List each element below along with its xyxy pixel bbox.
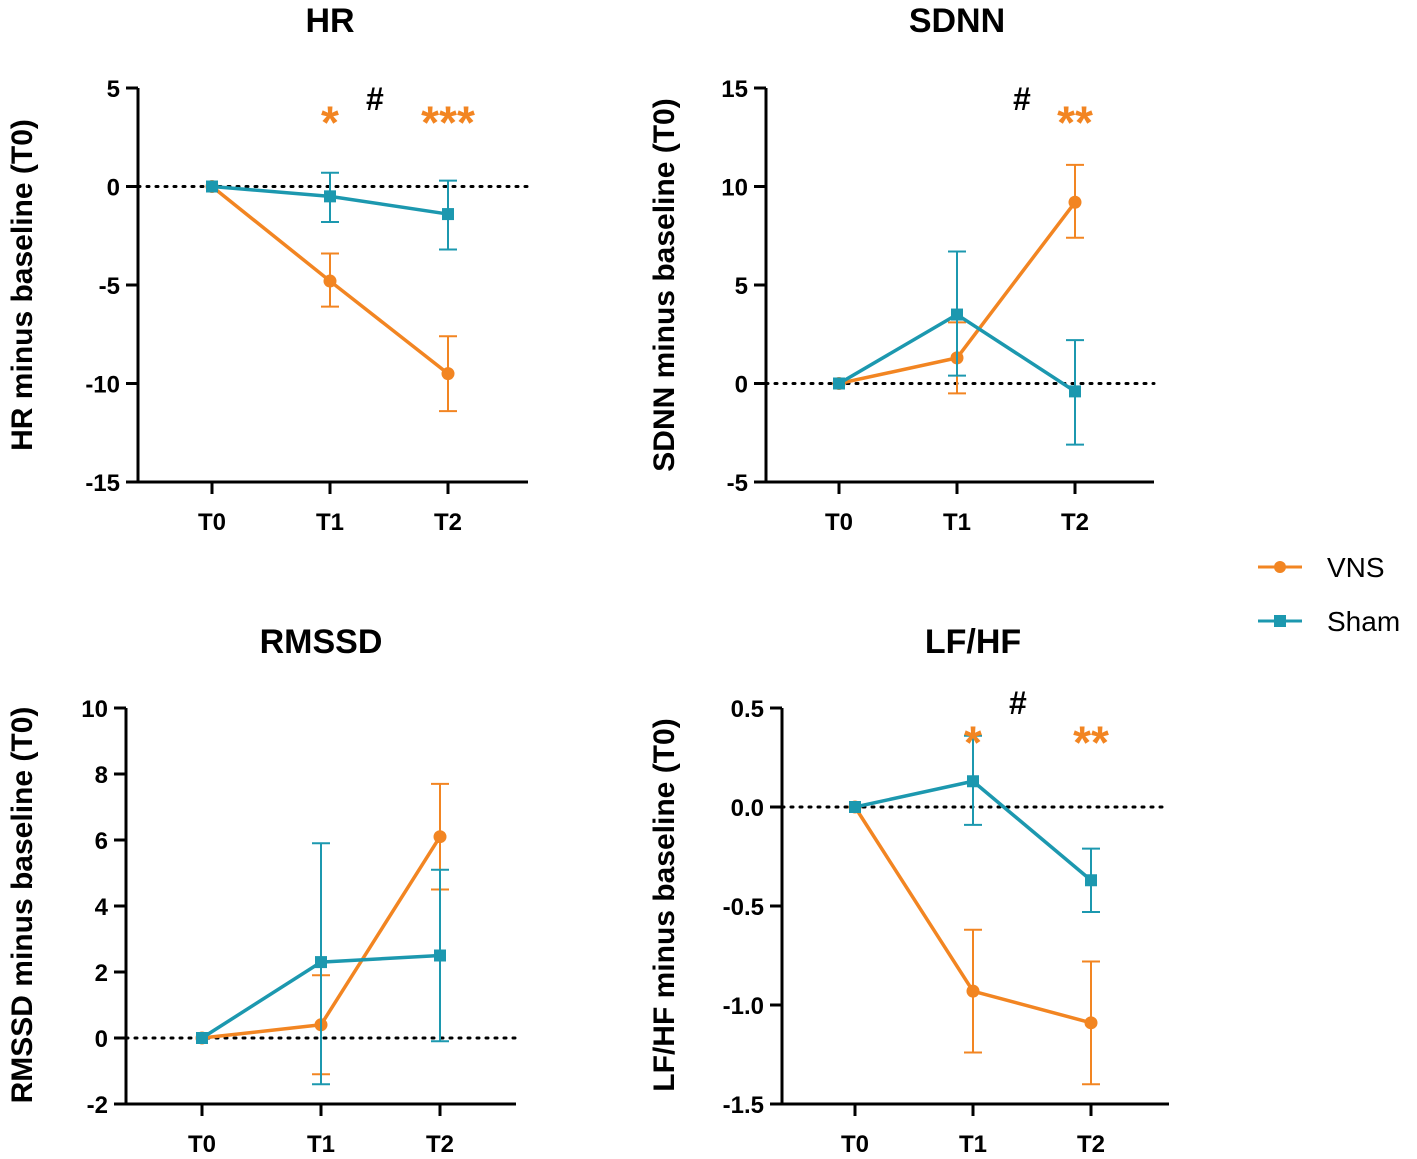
hr-vns-significance-mark: *** [421,97,475,149]
hr-vns-significance-mark: * [321,97,339,149]
rmssd-vns-point [433,830,447,844]
rmssd-y-axis-label: RMSSD minus baseline (T0) [6,707,39,1104]
sdnn-y-tick-label: 0 [735,372,748,399]
lf-hf-sham-point [849,801,861,813]
rmssd-y-tick-label: 0 [95,1026,108,1053]
rmssd-sham-point [434,949,446,962]
lf-hf-sham-significance-mark: # [1009,685,1027,721]
hr-vns-point [441,367,455,381]
legend-label-sham: Sham [1327,606,1400,637]
sdnn-title: SDNN [909,2,1005,40]
legend-marker-sham [1274,615,1286,627]
lf-hf-vns-significance-mark: * [964,717,982,769]
rmssd-y-tick-label: 10 [81,696,108,723]
rmssd-y-tick-label: 6 [95,828,108,855]
sdnn-y-tick-label: -5 [727,470,748,497]
lf-hf-y-tick-label: -0.5 [723,894,764,921]
panel-lf-hf: LF/HF LF/HF minus baseline (T0) 0.5 0.0 -0.5… [648,623,1171,1158]
lf-hf-vns-point [966,984,980,998]
sdnn-x-tick-label: T2 [1061,509,1089,536]
hr-y-tick-label: 5 [107,76,120,103]
rmssd-title: RMSSD [260,623,383,661]
sdnn-sham-significance-mark: # [1013,81,1031,117]
sdnn-sham-point [1069,385,1081,398]
legend-item-vns: VNS [1258,552,1385,583]
rmssd-x-tick-label: T1 [307,1131,335,1158]
hr-sham-point [324,190,336,203]
sdnn-x-tick-label: T0 [825,509,853,536]
legend-marker-vns [1274,561,1286,573]
hr-x-tick-label: T0 [198,509,226,536]
hr-sham-significance-mark: # [366,81,384,117]
sdnn-y-axis-label: SDNN minus baseline (T0) [648,98,681,471]
hr-y-tick-label: -10 [85,372,120,399]
legend-label-vns: VNS [1327,552,1385,583]
lf-hf-y-tick-label: -1.0 [723,993,764,1020]
sdnn-y-tick-label: 10 [721,175,748,202]
lf-hf-y-tick-label: 0.5 [731,696,764,723]
lf-hf-vns-point [1084,1016,1098,1030]
panel-rmssd: RMSSD RMSSD minus baseline (T0) 10 8 6 4 2 0 -2 T… [6,623,518,1158]
panel-sdnn: SDNN SDNN minus baseline (T0) 15 10 5 0 -5 T0 T1… [648,2,1156,536]
sdnn-y-tick-label: 15 [721,76,748,103]
panel-hr: HR HR minus baseline (T0) 5 0 -5 -10 -15 T0 T1 T2… [6,2,530,536]
lf-hf-x-tick-label: T2 [1077,1131,1105,1158]
lf-hf-y-axis-label: LF/HF minus baseline (T0) [648,718,681,1091]
sdnn-x-tick-label: T1 [943,509,971,536]
hr-title: HR [305,2,354,40]
lf-hf-y-tick-label: -1.5 [723,1092,764,1119]
rmssd-sham-point [196,1032,208,1044]
legend-item-sham: Sham [1258,606,1400,637]
hr-y-axis-label: HR minus baseline (T0) [6,119,39,451]
hr-sham-point [442,208,454,221]
hr-y-tick-label: -5 [99,273,120,300]
lf-hf-x-tick-label: T0 [841,1131,869,1158]
legend: VNS Sham [1258,552,1400,637]
hr-y-tick-label: -15 [85,470,120,497]
hr-sham-point [206,180,218,193]
hr-y-tick-label: 0 [107,175,120,202]
lf-hf-y-tick-label: 0.0 [731,795,764,822]
sdnn-sham-point [951,308,963,321]
sdnn-vns-significance-mark: ** [1057,97,1093,149]
lf-hf-vns-significance-mark: ** [1073,717,1109,769]
hr-x-tick-label: T2 [434,509,462,536]
lf-hf-x-tick-label: T1 [959,1131,987,1158]
rmssd-y-tick-label: 2 [95,960,108,987]
rmssd-sham-point [315,956,327,969]
hr-vns-point [323,274,337,288]
sdnn-y-tick-label: 5 [735,273,748,300]
lf-hf-title: LF/HF [925,623,1021,661]
lf-hf-sham-point [967,775,979,788]
rmssd-y-tick-label: -2 [87,1092,108,1119]
sdnn-vns-point [1068,195,1082,209]
lf-hf-sham-point [1085,874,1097,887]
sdnn-sham-point [833,377,845,390]
rmssd-x-tick-label: T0 [188,1131,216,1158]
rmssd-y-tick-label: 8 [95,762,108,789]
rmssd-x-tick-label: T2 [426,1131,454,1158]
rmssd-y-tick-label: 4 [95,894,109,921]
hr-x-tick-label: T1 [316,509,344,536]
